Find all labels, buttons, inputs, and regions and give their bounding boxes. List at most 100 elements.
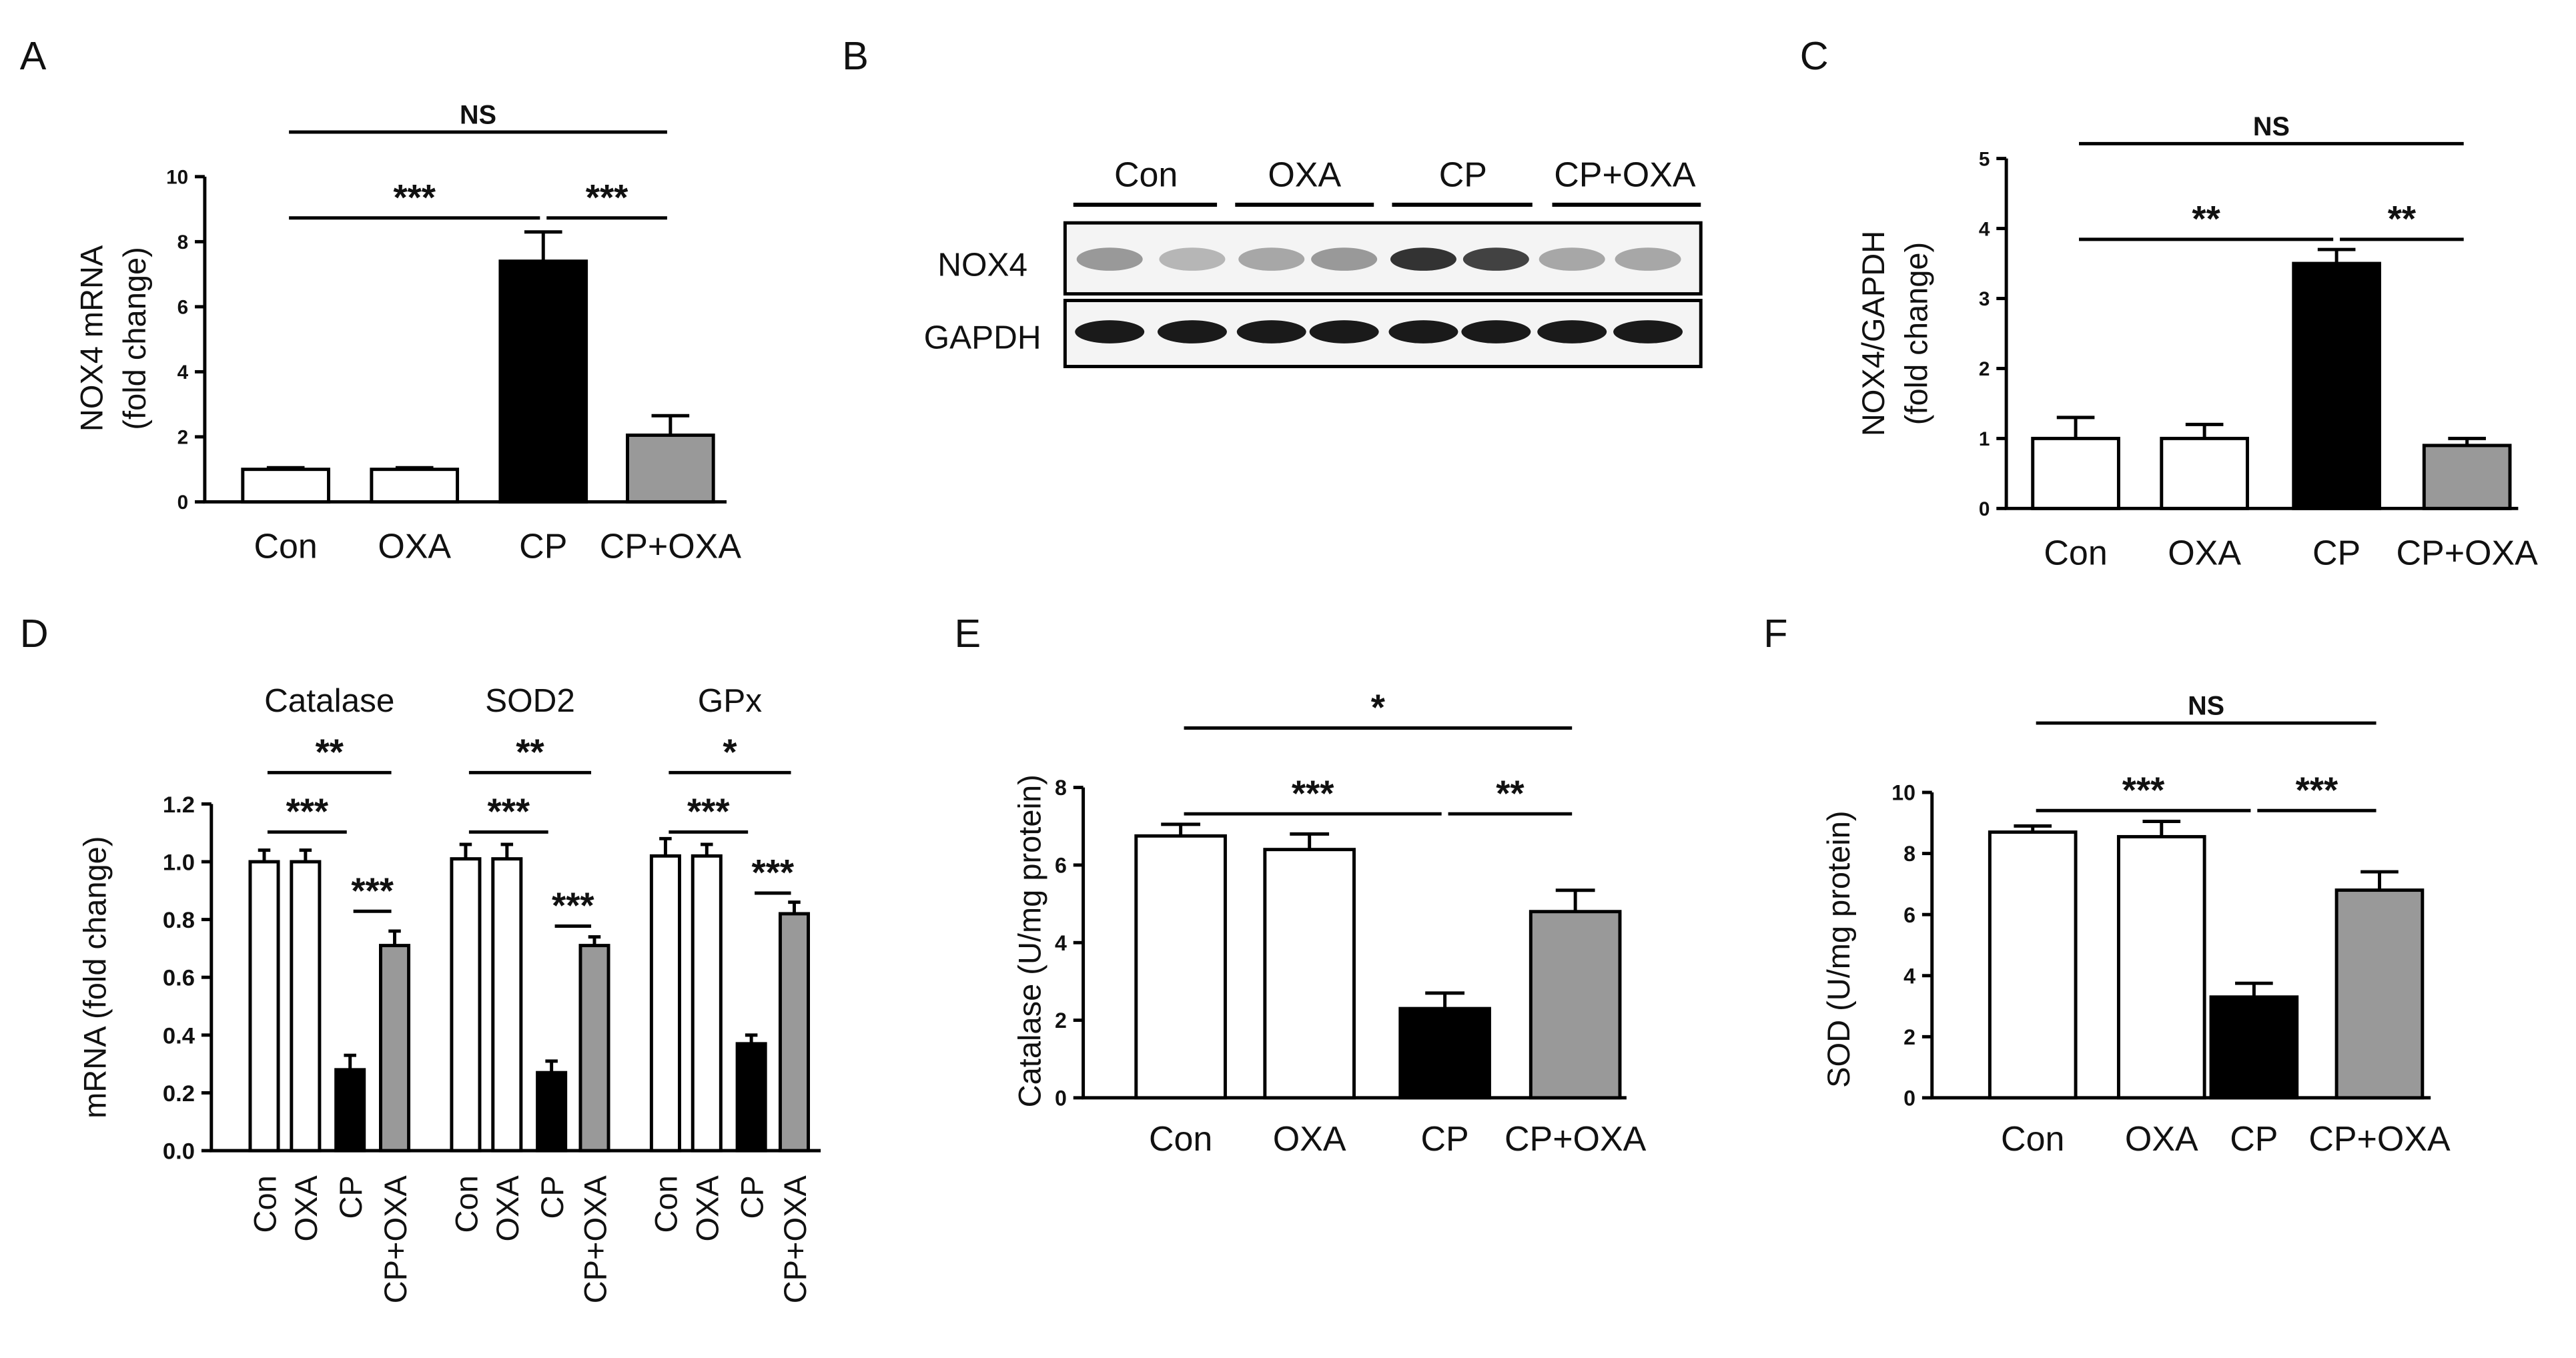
y-tick-label: 8 [1055,776,1067,800]
error-bar [1555,888,1595,912]
bar [1398,1006,1491,1100]
bar [2031,436,2120,510]
bar [2160,436,2249,510]
error-bar [388,929,401,946]
y-tick-label: 6 [1903,903,1915,927]
x-tick-label: OXA [2168,534,2241,572]
error-bar [2317,247,2356,264]
y-tick-label: 3 [1979,288,1990,310]
x-tick-label: Con [247,1175,282,1233]
blot-band [1615,247,1681,271]
x-tick-label: CP [2230,1120,2278,1159]
x-tick-label: Con [254,528,318,566]
error-bar [659,836,672,856]
bar [248,860,280,1153]
comparison-label: ** [1496,773,1525,814]
x-tick-label: CP+OXA [2308,1120,2451,1159]
comparison-label: ** [2388,199,2417,239]
x-tick-label: OXA [378,528,451,566]
error-bar [1425,991,1465,1009]
lane-label: Con [1114,156,1178,195]
y-axis-label: (fold change) [1898,242,1934,425]
blot-band [1309,320,1379,344]
x-tick-label: Con [2044,534,2107,572]
comparison-label: ** [516,732,544,772]
comparison-label: *** [286,791,329,832]
blot-band [1537,320,1607,344]
x-tick-label: CP+OXA [2397,534,2539,572]
comparison-label: *** [393,177,436,217]
y-tick-label: 4 [1055,931,1067,955]
error-bar [2185,422,2224,439]
x-tick-label: OXA [690,1175,725,1242]
bar [1134,834,1227,1100]
panel-letter: A [20,33,47,78]
error-bar [788,900,801,914]
error-bar [1161,822,1201,836]
x-tick-label: CP [333,1175,368,1219]
blot-band [1157,320,1227,344]
x-tick-label: CP [734,1175,769,1219]
panel-letter: D [20,611,49,656]
y-tick-label: 0.8 [163,908,195,933]
comparison-label: *** [552,885,594,926]
y-axis-label: mRNA (fold change) [77,836,112,1119]
panel-letter: B [842,33,869,78]
comparison-label: *** [2296,770,2338,810]
y-axis-label: SOD (U/mg protein) [1821,810,1856,1087]
panel-letter: C [1800,33,1829,78]
error-bar [2360,870,2399,890]
x-tick-label: CP+OXA [777,1175,813,1304]
comparison-label: *** [586,177,628,217]
x-tick-label: CP+OXA [1505,1120,1647,1159]
comparison-label: ** [316,732,344,772]
bar [290,860,322,1153]
y-axis-label: (fold change) [117,247,152,430]
y-tick-label: 4 [177,362,189,384]
error-bar [299,848,312,862]
bar [649,854,681,1153]
comparison-label: *** [752,852,795,893]
bar [379,944,411,1153]
bar [241,468,330,504]
comparison-label: * [723,732,737,772]
y-tick-label: 8 [177,231,189,253]
row-label: NOX4 [937,246,1027,283]
y-tick-label: 2 [177,427,189,449]
blot-band [1236,320,1306,344]
blot-band [1075,320,1145,344]
x-tick-label: Con [2001,1120,2064,1159]
error-bar [2056,416,2095,439]
comparison-label: NS [2188,692,2224,721]
error-bar [545,1059,558,1073]
row-label: GAPDH [924,319,1041,356]
x-tick-label: Con [448,1175,484,1233]
bar [691,854,723,1153]
x-tick-label: CP+OXA [600,528,742,566]
bar [536,1071,568,1153]
y-tick-label: 10 [1891,781,1915,805]
x-tick-label: CP [1421,1120,1469,1159]
y-tick-label: 10 [166,167,188,189]
y-tick-label: 2 [1979,358,1990,380]
x-tick-label: OXA [490,1175,525,1242]
y-tick-label: 4 [1903,964,1915,988]
group-label: GPx [698,682,763,719]
x-tick-label: CP [534,1175,570,1219]
error-bar [701,842,713,856]
error-bar [459,842,472,859]
x-tick-label: Con [1149,1120,1212,1159]
y-tick-label: 0 [1979,498,1990,520]
panel-letter: F [1763,611,1787,656]
blot-band [1462,247,1529,271]
x-tick-label: CP [519,528,567,566]
y-axis-label: NOX4/GAPDH [1855,231,1891,436]
bar [626,434,715,504]
error-bar [745,1033,758,1044]
bar [735,1042,767,1153]
comparison-label: *** [2122,770,2165,810]
lane-label: CP+OXA [1554,156,1696,195]
bar [1529,910,1622,1100]
